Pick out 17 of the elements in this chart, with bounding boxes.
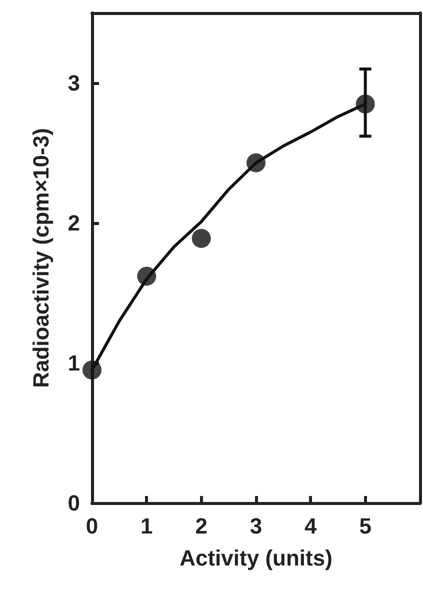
x-tick-label: 3 xyxy=(250,514,262,538)
x-tick-label: 5 xyxy=(359,514,372,538)
point xyxy=(82,360,102,380)
x-tick-label: 0 xyxy=(86,514,98,538)
x-tick-label: 4 xyxy=(304,514,318,538)
point xyxy=(192,228,211,248)
point xyxy=(356,94,375,114)
point xyxy=(137,266,156,286)
y-tick-label: 2 xyxy=(68,210,80,236)
x-tick-label: 1 xyxy=(140,514,153,538)
point xyxy=(246,153,266,172)
x-tick-label: 2 xyxy=(195,514,208,538)
y-tick-label: 1 xyxy=(68,350,80,376)
y-tick-label: 3 xyxy=(68,70,80,96)
x-axis-title: Activity (units) xyxy=(180,546,332,570)
y-axis-title: Radioactivity (cpm×10-3) xyxy=(28,128,54,388)
y-tick-label: 0 xyxy=(68,490,80,516)
